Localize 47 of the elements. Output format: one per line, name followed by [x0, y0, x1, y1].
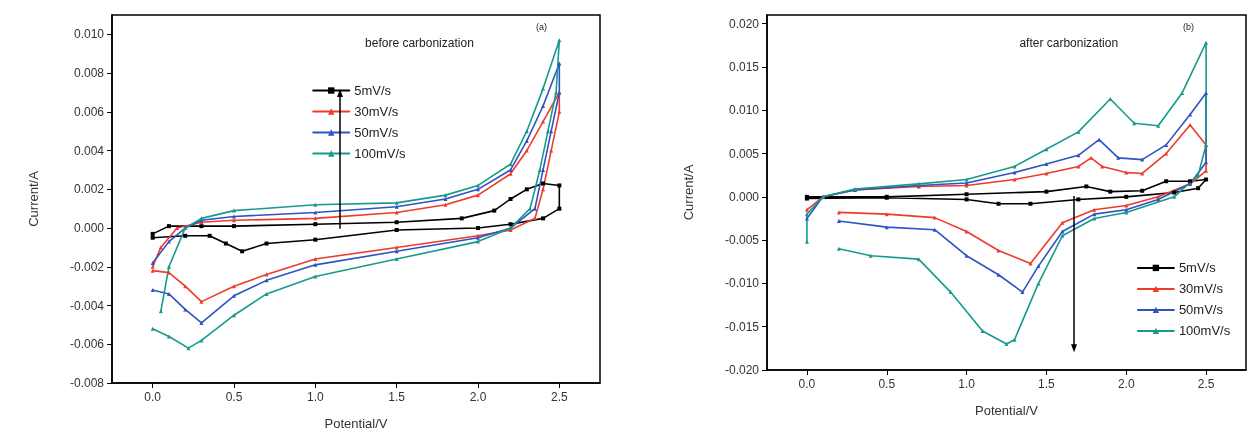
y-tick-label: 0.000 [73, 221, 105, 236]
x-tick-label: 1.0 [306, 390, 324, 404]
y-tick-label: -0.015 [724, 319, 760, 334]
y-tick-label: -0.008 [69, 376, 105, 390]
y-tick-label: -0.005 [724, 233, 760, 248]
y-tick-label: -0.002 [69, 259, 105, 274]
x-tick-label: 1.0 [958, 377, 976, 391]
legend-label: 50mV/s [354, 125, 399, 141]
annotation: after carbonization [1019, 36, 1119, 50]
y-tick-label: 0.010 [73, 27, 105, 42]
x-tick-label: 0.5 [225, 390, 243, 404]
x-tick-label: 2.5 [550, 390, 568, 404]
annotation: (a) [535, 22, 547, 32]
annotation: (b) [1183, 22, 1195, 32]
legend-label: 30mV/s [354, 104, 399, 120]
y-tick-label: 0.000 [728, 189, 760, 204]
x-tick-label: 1.5 [388, 390, 406, 404]
legend-label: 100mV/s [1178, 323, 1231, 339]
x-tick-label: 0.0 [144, 390, 162, 404]
y-tick-label: -0.006 [69, 337, 105, 352]
legend-label: 100mV/s [354, 146, 407, 162]
x-tick-label: 2.0 [469, 390, 487, 404]
x-tick-label: 2.0 [1117, 377, 1135, 391]
y-tick-label: 0.015 [728, 59, 760, 74]
x-tick-label: 0.0 [798, 377, 816, 391]
y-tick-label: 0.002 [73, 182, 105, 197]
x-axis-title: Potential/V [324, 416, 388, 431]
y-tick-label: -0.004 [69, 298, 105, 313]
x-tick-label: 1.5 [1038, 377, 1056, 391]
y-tick-label: 0.006 [73, 104, 105, 119]
y-axis-title: Current/A [26, 170, 41, 227]
y-tick-label: 0.005 [728, 146, 760, 161]
legend-label: 5mV/s [1178, 260, 1217, 276]
legend-label: 30mV/s [1178, 281, 1224, 297]
y-tick-label: 0.004 [73, 143, 105, 158]
x-tick-label: 0.5 [878, 377, 896, 391]
annotation: before carbonization [365, 36, 474, 50]
y-axis-title: Current/A [681, 164, 696, 221]
legend-label: 5mV/s [354, 83, 392, 99]
y-tick-label: 0.008 [73, 66, 105, 81]
y-tick-label: -0.020 [724, 363, 760, 377]
y-tick-label: 0.010 [728, 103, 760, 118]
y-tick-label: 0.020 [728, 16, 760, 31]
legend-label: 50mV/s [1178, 302, 1224, 318]
x-axis-title: Potential/V [975, 403, 1039, 418]
y-tick-label: -0.010 [724, 276, 760, 291]
x-tick-label: 2.5 [1197, 377, 1215, 391]
